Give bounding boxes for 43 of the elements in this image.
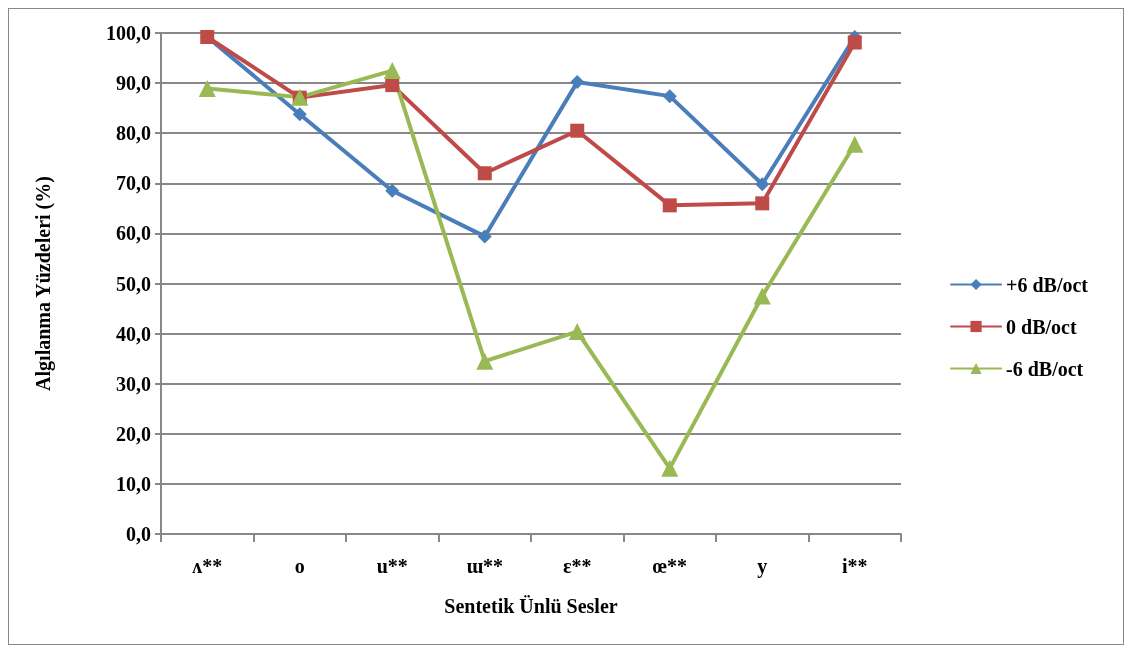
- x-axis-title: Sentetik Ünlü Sesler: [444, 595, 618, 617]
- y-tick-label: 90,0: [116, 72, 151, 95]
- point: [661, 459, 679, 477]
- legend-label: +6 dB/oct: [1006, 273, 1089, 296]
- point: [846, 135, 864, 153]
- y-tick-label: 80,0: [116, 122, 151, 145]
- point: [755, 196, 770, 211]
- point: [476, 352, 494, 370]
- point: [662, 89, 677, 104]
- x-tick-label: i**: [841, 555, 868, 577]
- point: [568, 323, 586, 341]
- x-tick-label: ʌ**: [192, 555, 223, 577]
- point: [753, 287, 771, 305]
- point: [662, 198, 677, 213]
- point: [570, 123, 585, 138]
- x-tick-label: o: [294, 555, 305, 577]
- legend-label: 0 dB/oct: [1006, 315, 1077, 338]
- y-tick-label: 0,0: [126, 523, 151, 545]
- y-tick-label: 50,0: [116, 272, 151, 295]
- point: [383, 62, 401, 80]
- point: [477, 229, 492, 244]
- point: [198, 80, 216, 98]
- point: [755, 177, 770, 192]
- y-tick-label: 30,0: [116, 372, 151, 395]
- point: [292, 107, 307, 122]
- y-tick-label: 60,0: [116, 222, 151, 245]
- point: [570, 75, 585, 90]
- y-tick-label: 70,0: [116, 172, 151, 195]
- y-axis-title: Algılanma Yüzdeleri (%): [32, 176, 55, 391]
- legend-label: -6 dB/oct: [1006, 357, 1084, 380]
- point: [385, 183, 400, 198]
- y-tick-label: 20,0: [116, 422, 151, 445]
- point: [385, 78, 400, 93]
- y-tick-label: 100,0: [106, 22, 151, 44]
- y-tick-label: 40,0: [116, 322, 151, 345]
- point: [477, 166, 492, 181]
- x-tick-label: y: [757, 555, 768, 578]
- y-tick-label: 10,0: [116, 472, 151, 495]
- x-tick-label: œ**: [652, 555, 687, 577]
- x-tick-label: u**: [376, 555, 408, 577]
- x-tick-label: ɛ**: [562, 555, 592, 577]
- x-tick-label: ɯ**: [466, 555, 504, 577]
- point: [847, 35, 862, 50]
